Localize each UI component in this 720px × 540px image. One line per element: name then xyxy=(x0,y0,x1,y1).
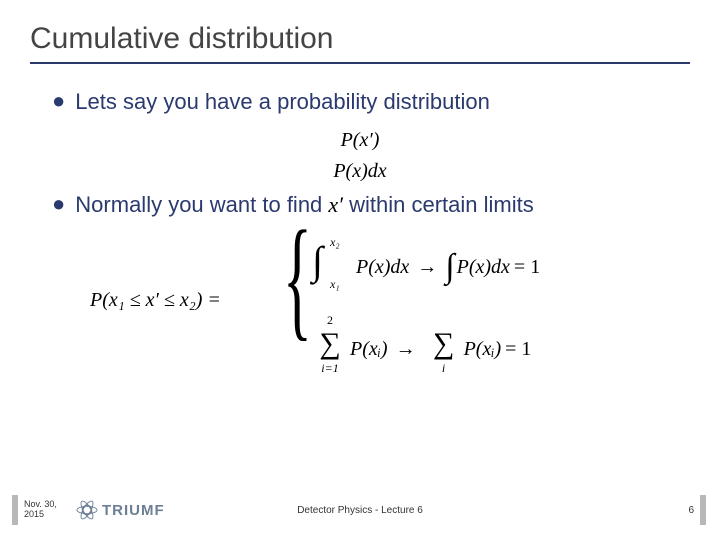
main-equation: P(x₁ ≤ x′ ≤ x₂) = { ∫ x₂ x₁ P(x)dx → ∫ P… xyxy=(90,231,720,381)
brace-icon: { xyxy=(283,211,312,346)
sum2-lower: i xyxy=(424,361,464,376)
bullet-2-math: x′ xyxy=(328,192,343,217)
logo: TRIUMF xyxy=(76,499,165,521)
footer-accent-right xyxy=(700,495,706,525)
int-lower: x₁ xyxy=(330,277,340,292)
math-line-2: P(x)dx xyxy=(30,160,690,183)
eq1-b: = 1 xyxy=(501,338,531,361)
date-line2: 2015 xyxy=(24,510,74,520)
eq-lhs: P(x₁ ≤ x′ ≤ x₂) = xyxy=(90,289,221,312)
footer-right: 6 xyxy=(688,495,706,525)
bullet-1-text: Lets say you have a probability distribu… xyxy=(75,88,490,117)
math-line-1: P(x′) xyxy=(30,129,690,152)
footer: Nov. 30, 2015 TRIUMF Detector Physics - … xyxy=(0,490,720,530)
footer-center: Detector Physics - Lecture 6 xyxy=(297,505,423,516)
arrow-icon: → xyxy=(409,256,445,279)
bullet-icon: ● xyxy=(52,88,65,114)
integral-icon: ∫ xyxy=(312,237,323,284)
integral-icon: ∫ xyxy=(445,248,456,286)
eq-branch-sum: 2 ∑ i=1 P(xᵢ) → ∑ i P(xᵢ) = 1 xyxy=(310,321,531,377)
eq-branch-integral: ∫ x₂ x₁ P(x)dx → ∫ P(x)dx = 1 xyxy=(310,241,540,293)
page-number: 6 xyxy=(688,505,694,516)
footer-date: Nov. 30, 2015 xyxy=(24,500,74,520)
sum-lower: i=1 xyxy=(310,361,350,376)
bullet-1: ● Lets say you have a probability distri… xyxy=(52,88,690,117)
sum-upper: 2 xyxy=(310,313,350,328)
slide-title: Cumulative distribution xyxy=(30,22,690,56)
pxi-1: P(xᵢ) xyxy=(350,338,388,361)
title-rule xyxy=(30,62,690,64)
logo-text: TRIUMF xyxy=(102,502,165,519)
triumf-logo-icon xyxy=(76,499,98,521)
sigma-icon: ∑ xyxy=(310,327,350,361)
arrow-icon: → xyxy=(388,338,424,361)
int-upper: x₂ xyxy=(330,235,340,250)
definite-integral: ∫ x₂ x₁ xyxy=(310,241,356,293)
pxdx-2: P(x)dx xyxy=(457,256,510,279)
sigma-icon: ∑ xyxy=(424,327,464,361)
slide: Cumulative distribution ● Lets say you h… xyxy=(0,0,720,540)
bullet-icon: ● xyxy=(52,191,65,217)
finite-sum: 2 ∑ i=1 xyxy=(310,321,350,377)
eq1-a: = 1 xyxy=(510,256,540,279)
bullet-2: ● Normally you want to find x′ within ce… xyxy=(52,191,690,220)
pxdx-1: P(x)dx xyxy=(356,256,409,279)
footer-accent-left xyxy=(12,495,18,525)
pxi-2: P(xᵢ) xyxy=(464,338,502,361)
bullet-2-post: within certain limits xyxy=(343,192,534,217)
sum: ∑ i xyxy=(424,321,464,377)
